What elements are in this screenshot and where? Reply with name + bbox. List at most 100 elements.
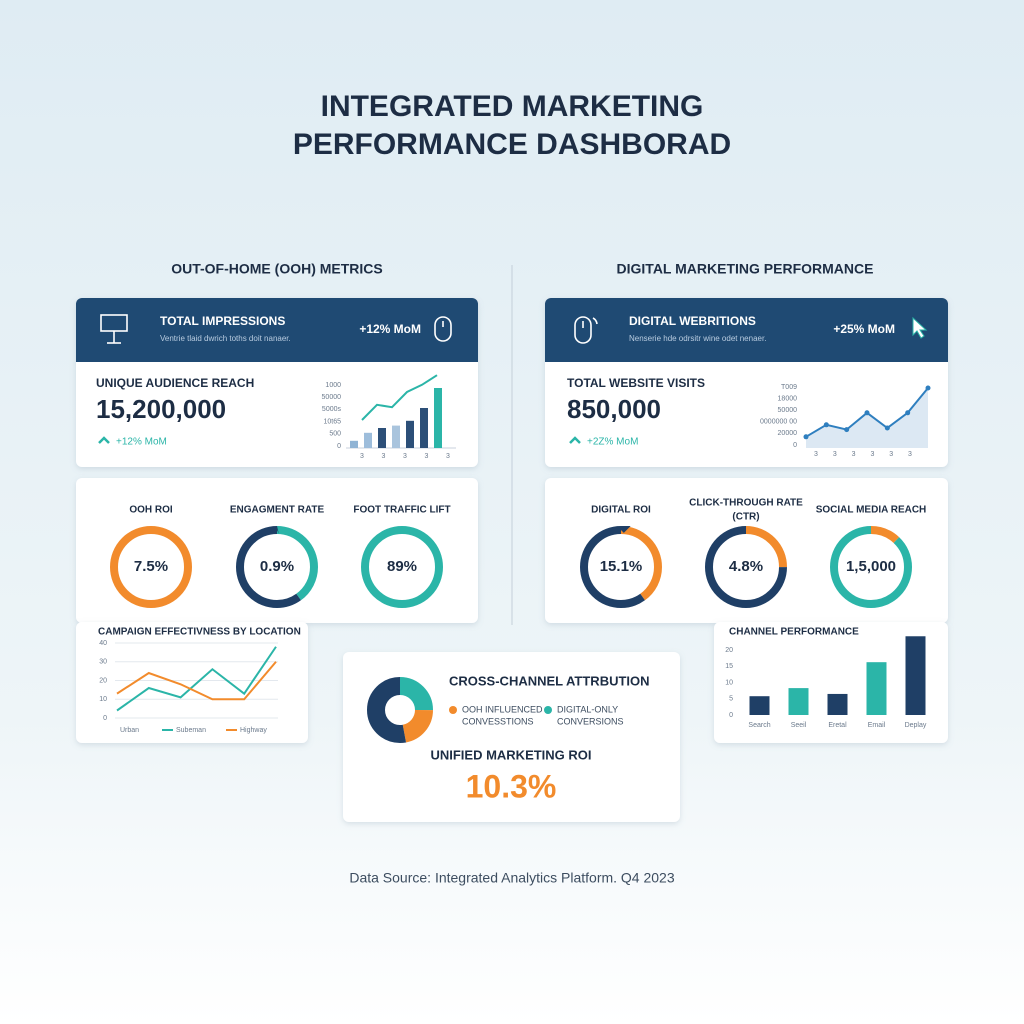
kpi-value: 15,200,000 — [96, 394, 226, 424]
x-tick-label: 3 — [852, 451, 856, 458]
legend-swatch — [544, 706, 552, 714]
point — [884, 425, 890, 431]
ring-segment — [367, 677, 433, 743]
y-tick-label: 0000000 00 — [760, 419, 797, 426]
title: PERFORMANCE DASHBORAD — [293, 128, 731, 161]
chart-title: CROSS-CHANNEL ATTRBUTION — [449, 673, 650, 688]
banner-change: +12% MoM — [359, 322, 421, 336]
y-tick-label: 10 — [725, 679, 733, 686]
billboard-icon — [100, 314, 128, 344]
ring-segment — [580, 526, 662, 608]
legend-label: CONVERSIONS — [557, 716, 624, 726]
bar — [392, 425, 400, 448]
bar — [866, 662, 887, 715]
bar — [905, 636, 926, 715]
y-tick-label: 10 — [99, 696, 107, 703]
up-arrow — [569, 436, 581, 444]
legend-label: Highway — [240, 727, 267, 734]
bar — [788, 688, 809, 715]
banner-subtitle: Ventrie tlaid dwrich toths doit nanaer. — [160, 334, 291, 343]
kpi-change: +2Z% MoM — [587, 437, 638, 448]
gauge-label: DIGITAL ROI — [591, 505, 651, 516]
x-tick-label: Search — [748, 722, 770, 729]
bar — [378, 428, 386, 448]
chart-title: CHANNEL PERFORMANCE — [729, 627, 859, 638]
bar — [406, 420, 414, 448]
legend-label: Urban — [120, 727, 139, 734]
x-tick-label: 3 — [870, 451, 874, 458]
x-tick-label: Eretal — [828, 722, 847, 729]
point — [925, 385, 931, 391]
gauge-label: FOOT TRAFFIC LIFT — [353, 505, 450, 516]
y-tick-label: 18000 — [778, 395, 798, 402]
roi-label: UNIFIED MARKETING ROI — [430, 747, 591, 762]
roi-value: 10.3% — [466, 768, 557, 804]
bar — [364, 432, 372, 448]
legend-label: DIGITAL-ONLY — [557, 704, 618, 714]
gauge-label: CLICK-THROUGH RATE — [689, 498, 803, 509]
x-tick-label: Seeil — [791, 722, 807, 729]
y-tick-label: 5 — [729, 696, 733, 703]
ring-segment — [705, 526, 787, 608]
bar — [350, 440, 358, 448]
chart-title: CAMPAIGN EFFECTIVNESS BY LOCATION — [98, 627, 301, 638]
point — [823, 422, 829, 428]
y-tick-label: 0 — [103, 715, 107, 722]
x-tick-label: 3 — [403, 453, 407, 460]
x-tick-label: 3 — [889, 451, 893, 458]
y-tick-label: 20000 — [778, 430, 798, 437]
legend-label: OOH INFLUENCED — [462, 704, 543, 714]
y-tick-label: 1000 — [325, 382, 341, 389]
up-arrow — [98, 436, 110, 444]
x-tick-label: 3 — [814, 451, 818, 458]
bar — [749, 696, 770, 715]
y-tick-label: 30 — [99, 659, 107, 666]
line — [116, 646, 277, 712]
legend-label: CONVESSTIONS — [462, 716, 534, 726]
gauge-value: 89% — [387, 558, 417, 575]
banner-change: +25% MoM — [833, 322, 895, 336]
kpi-value: 850,000 — [567, 394, 661, 424]
gauge-value: 7.5% — [134, 558, 168, 575]
ring-segment — [830, 526, 912, 608]
x-tick-label: 3 — [360, 453, 364, 460]
kpi-label: UNIQUE AUDIENCE REACH — [96, 376, 254, 390]
mouse-icon — [434, 316, 452, 342]
banner-title: DIGITAL WEBRITIONS — [629, 314, 756, 328]
x-tick-label: 3 — [833, 451, 837, 458]
kpi-label: TOTAL WEBSITE VISITS — [567, 376, 705, 390]
line — [361, 374, 438, 421]
gauge-value: 1,5,000 — [846, 558, 896, 575]
y-tick-label: 0 — [729, 712, 733, 719]
y-tick-label: 15 — [725, 663, 733, 670]
cursor-icon — [912, 316, 928, 339]
card — [545, 478, 948, 623]
y-tick-label: 0 — [337, 443, 341, 450]
point — [844, 427, 850, 433]
gauge-label: OOH ROI — [129, 505, 173, 516]
y-tick-label: 40 — [99, 640, 107, 647]
x-tick-label: 3 — [425, 453, 429, 460]
gauge-label: SOCIAL MEDIA REACH — [816, 505, 927, 516]
y-tick-label: 500 — [329, 431, 341, 438]
x-tick-label: 3 — [908, 451, 912, 458]
title: INTEGRATED MARKETING — [321, 90, 704, 123]
gauge-label: (CTR) — [732, 512, 759, 523]
y-tick-label: 20 — [99, 677, 107, 684]
gauge-value: 0.9% — [260, 558, 294, 575]
gauge-value: 4.8% — [729, 558, 763, 575]
bar — [434, 388, 442, 448]
y-tick-label: T009 — [781, 384, 797, 391]
legend-swatch — [449, 706, 457, 714]
point — [864, 410, 870, 416]
x-tick-label: Deplay — [905, 722, 927, 729]
ring-segment — [361, 526, 443, 608]
mouse-icon — [574, 316, 598, 344]
legend-label: Subeman — [176, 727, 206, 734]
card — [76, 622, 308, 743]
x-tick-label: 3 — [446, 453, 450, 460]
line — [116, 661, 277, 701]
gauge-label: ENGAGMENT RATE — [230, 505, 325, 516]
section-heading: OUT-OF-HOME (OOH) METRICS — [171, 261, 383, 277]
area — [806, 388, 928, 448]
